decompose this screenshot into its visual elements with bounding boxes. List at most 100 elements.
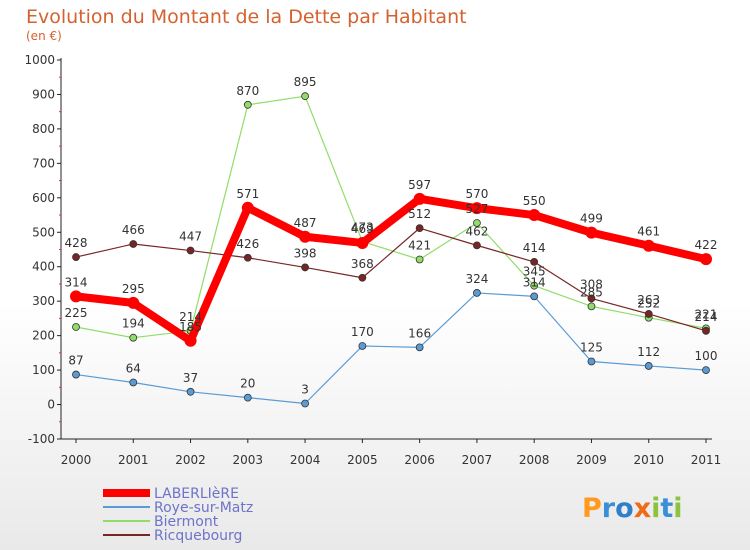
data-label: 426 xyxy=(236,237,259,251)
data-label: 895 xyxy=(294,75,317,89)
data-label: 308 xyxy=(580,277,603,291)
data-point xyxy=(301,263,309,272)
x-tick-label: 2004 xyxy=(290,453,321,467)
data-point xyxy=(241,201,254,214)
data-label: 285 xyxy=(580,285,603,299)
data-label: 571 xyxy=(236,187,259,201)
data-point xyxy=(299,230,312,243)
data-label: 469 xyxy=(351,222,374,236)
data-label: 100 xyxy=(695,349,718,363)
data-point xyxy=(644,362,653,370)
chart-title: Evolution du Montant de la Dette par Hab… xyxy=(26,6,467,28)
series-line-3 xyxy=(75,227,707,332)
data-point xyxy=(702,326,710,335)
y-tick-label: 200 xyxy=(32,329,55,343)
axes: -100 0 100 200 300 400 500 600 700 800 900 1000 2000… xyxy=(24,53,721,467)
y-tick-label: 0 xyxy=(47,398,55,412)
data-point xyxy=(587,302,596,311)
data-point xyxy=(127,296,140,309)
data-point xyxy=(473,219,481,227)
data-point xyxy=(243,393,252,402)
data-point xyxy=(129,378,138,387)
x-tick-label: 2010 xyxy=(633,453,664,467)
data-point xyxy=(301,399,309,408)
x-tick-label: 2005 xyxy=(347,453,378,467)
series-line-1 xyxy=(75,292,707,405)
data-point xyxy=(186,246,195,255)
data-label: 185 xyxy=(179,320,202,334)
data-point xyxy=(530,281,539,290)
data-label: 125 xyxy=(580,340,603,354)
data-label: 295 xyxy=(122,282,145,296)
data-point xyxy=(473,289,481,297)
y-tick-label: 300 xyxy=(32,294,55,308)
data-label: 422 xyxy=(695,238,718,252)
data-label: 550 xyxy=(523,194,546,208)
data-point xyxy=(702,366,710,374)
x-tick-label: 2011 xyxy=(691,453,722,467)
proxiti-logo: Proxiti xyxy=(582,493,683,524)
x-tick-label: 2001 xyxy=(118,453,149,467)
legend-label: Roye-sur-Matz xyxy=(154,500,253,516)
data-point xyxy=(473,241,481,250)
series-line-0 xyxy=(72,194,710,345)
data-point xyxy=(585,226,598,239)
data-point xyxy=(415,255,424,264)
data-label: 194 xyxy=(122,317,145,331)
y-tick-label: 500 xyxy=(32,225,55,239)
data-label: 166 xyxy=(408,326,431,340)
data-point xyxy=(358,273,367,282)
data-label: 447 xyxy=(179,230,202,244)
y-tick-label: -100 xyxy=(28,432,55,446)
data-label: 597 xyxy=(408,178,431,192)
data-label: 314 xyxy=(523,275,546,289)
data-point xyxy=(528,209,541,222)
data-label: 3 xyxy=(301,383,309,397)
data-point xyxy=(72,253,80,261)
y-tick-label: 1000 xyxy=(24,53,55,67)
data-label: 252 xyxy=(637,297,660,311)
data-label: 570 xyxy=(465,187,488,201)
data-label: 499 xyxy=(580,212,603,226)
data-label: 314 xyxy=(65,275,88,289)
data-point xyxy=(301,92,309,101)
data-label: 487 xyxy=(294,216,317,230)
data-point xyxy=(587,294,596,303)
data-point xyxy=(530,292,539,301)
data-label: 421 xyxy=(408,238,431,252)
data-point xyxy=(129,333,138,342)
data-point xyxy=(184,334,197,347)
data-label: 214 xyxy=(695,310,718,324)
data-label: 466 xyxy=(122,223,145,237)
x-tick-label: 2000 xyxy=(61,453,92,467)
data-label: 221 xyxy=(695,307,718,321)
data-label: 214 xyxy=(179,310,202,324)
data-point xyxy=(72,370,80,379)
data-label: 368 xyxy=(351,257,374,271)
data-point xyxy=(129,240,138,248)
series-layer xyxy=(70,92,712,408)
data-label: 225 xyxy=(65,306,88,320)
data-point xyxy=(530,258,539,266)
data-point xyxy=(700,253,712,266)
legend-label: LABERLIèRE xyxy=(154,486,239,502)
data-point xyxy=(186,387,195,396)
legend-label: Ricquebourg xyxy=(154,528,242,544)
data-label: 462 xyxy=(465,224,488,238)
data-labels: 314 295 185 571 487 469 597 570 550 499 461 422 87 64… xyxy=(65,75,718,396)
data-point xyxy=(642,239,655,252)
data-point xyxy=(70,290,82,303)
x-tick-label: 2007 xyxy=(462,453,493,467)
data-point xyxy=(243,253,252,262)
chart-subtitle: (en €) xyxy=(26,29,62,43)
x-tick-label: 2006 xyxy=(404,453,435,467)
y-tick-label: 800 xyxy=(32,122,55,136)
legend: LABERLIèRERoye-sur-MatzBiermontRicquebou… xyxy=(103,486,253,544)
data-point xyxy=(358,342,367,350)
y-tick-label: 900 xyxy=(32,87,55,101)
data-label: 527 xyxy=(465,202,488,216)
data-label: 461 xyxy=(637,225,660,239)
data-label: 512 xyxy=(408,207,431,221)
data-label: 170 xyxy=(351,325,374,339)
